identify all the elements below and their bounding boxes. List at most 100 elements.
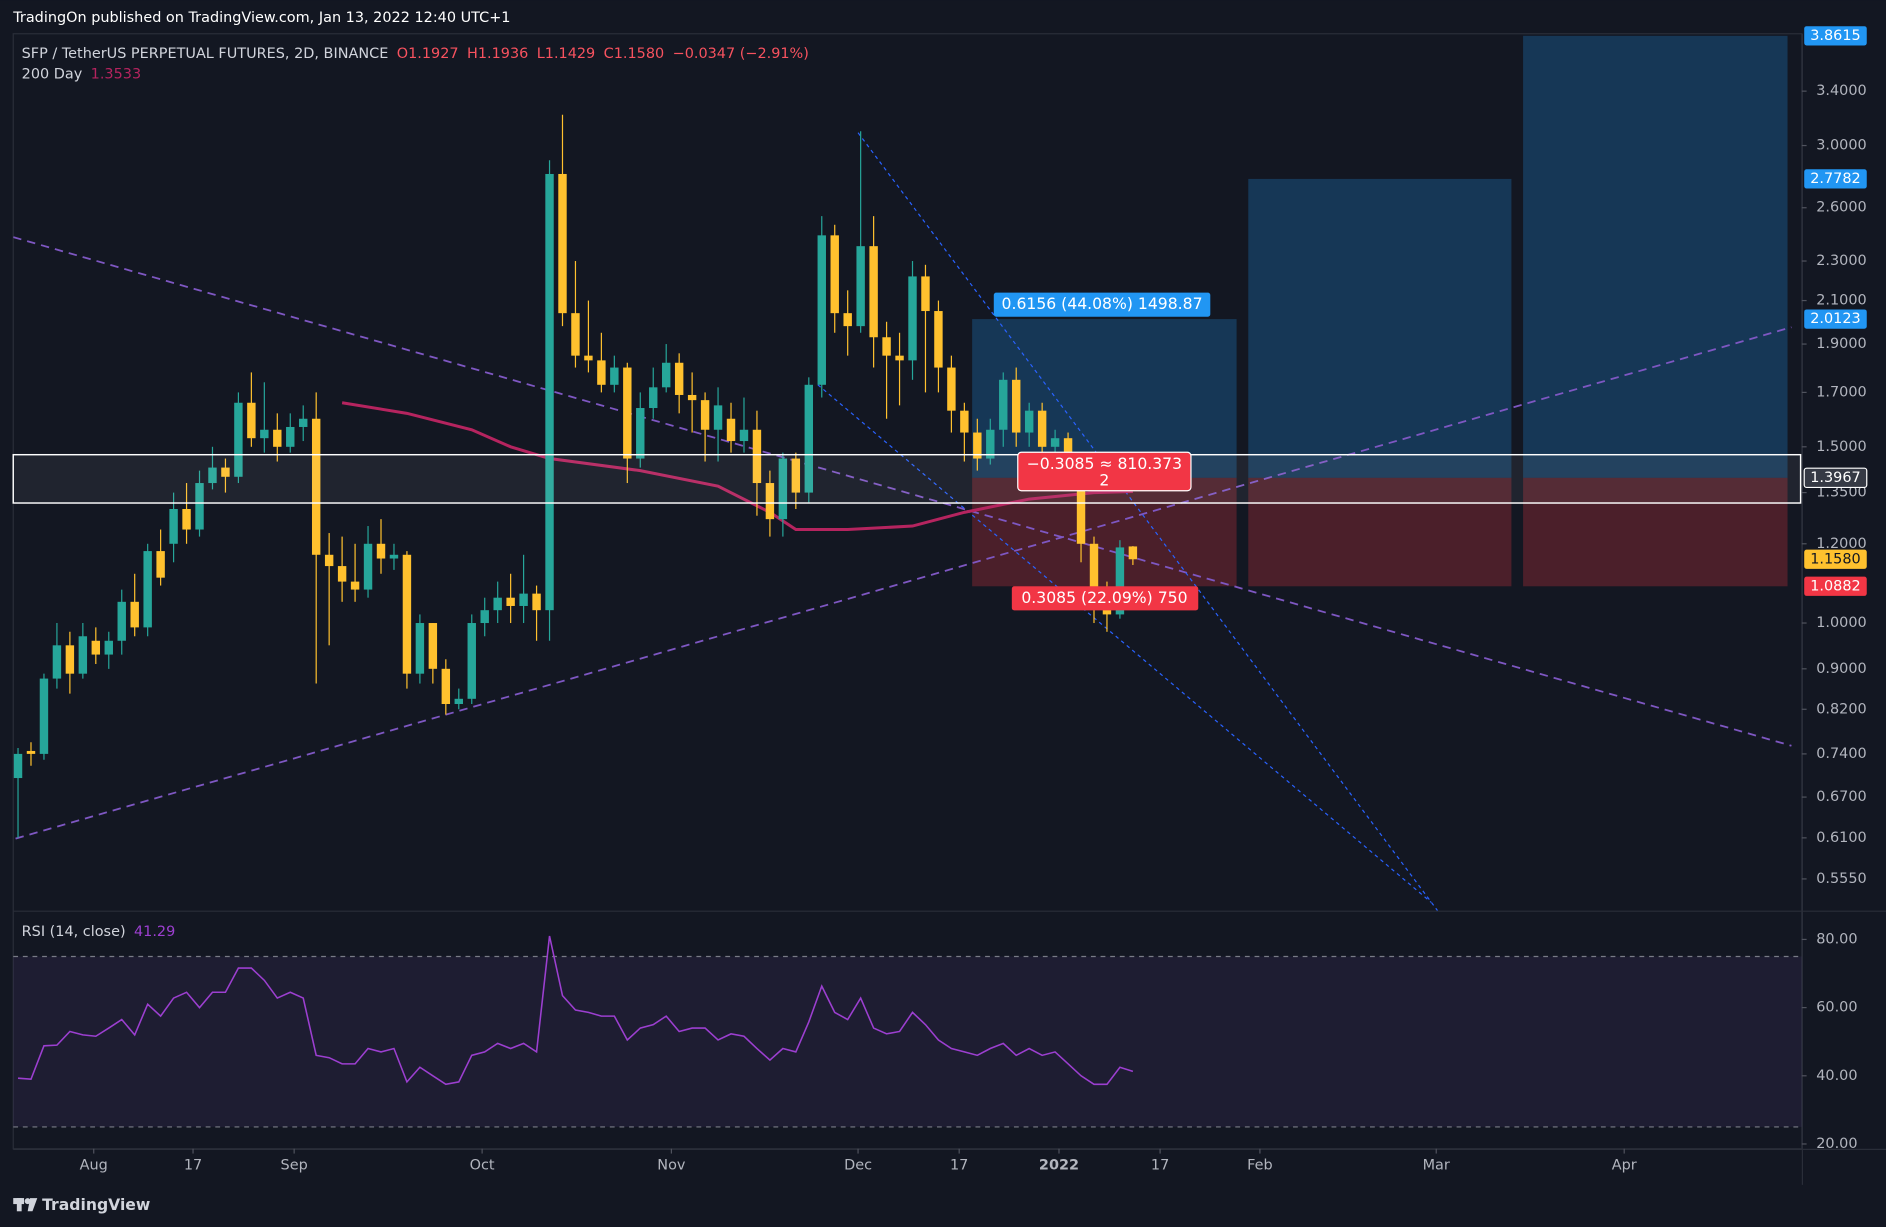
legend-ma: 200 Day 1.3533: [22, 67, 141, 83]
price-badge-label: 1.3967: [1810, 470, 1860, 486]
candle-body: [519, 593, 528, 606]
trend-line: [857, 132, 1439, 911]
candle-body: [921, 276, 930, 312]
candle-body: [324, 554, 334, 567]
candle-body: [1128, 546, 1138, 560]
target-label-box: [993, 292, 1211, 317]
candle-body: [674, 362, 684, 395]
candle-body: [273, 429, 282, 447]
candle-body: [234, 402, 243, 477]
candle-body: [156, 551, 165, 578]
price-badge-label: 3.8615: [1810, 28, 1860, 44]
candle-body: [739, 429, 749, 442]
y-tick-label: 1.5000: [1816, 439, 1866, 455]
candle-body: [986, 429, 995, 459]
candle-body: [1050, 438, 1060, 447]
candle-body: [1012, 379, 1021, 433]
candle-body: [260, 429, 269, 439]
candle-body: [78, 636, 88, 674]
candle-body: [713, 405, 723, 430]
rsi-y-tick-label: 80.00: [1816, 931, 1857, 947]
x-tick-label: 17: [1151, 1158, 1169, 1174]
candle-body: [908, 276, 917, 361]
candle-body: [337, 566, 347, 582]
rsi-legend: RSI (14, close) 41.29: [22, 924, 176, 940]
y-tick-label: 2.6000: [1816, 200, 1866, 216]
candle-body: [571, 313, 580, 356]
legend-ohlc: L1.1429: [537, 46, 596, 62]
candle-body: [65, 645, 75, 674]
layers: 3.4000 3.0000 2.6000 2.3000 2.1000 1.9000 1.70…: [12, 26, 1868, 1174]
price-badge: [1804, 26, 1867, 46]
candle-body: [389, 554, 399, 559]
x-tick-label: Oct: [470, 1158, 495, 1174]
candle-body: [934, 311, 943, 368]
ma-name: 200 Day: [22, 67, 83, 83]
candle-body: [454, 698, 463, 705]
candle-body: [882, 337, 891, 356]
x-tick-label: Nov: [657, 1158, 686, 1174]
candle-body: [765, 483, 775, 520]
candle-body: [895, 355, 904, 361]
trend-line: [13, 236, 1792, 747]
logo-part: [16, 1198, 22, 1212]
candle-body: [428, 623, 438, 669]
legend-ohlc: C1.1580: [604, 46, 665, 62]
zone-box: [12, 453, 1802, 504]
candle-body: [869, 246, 878, 338]
candle-body: [480, 610, 489, 624]
rsi-title: RSI (14, close): [22, 924, 126, 940]
x-tick-label: Feb: [1247, 1158, 1273, 1174]
price-badge-label: 1.0882: [1810, 578, 1860, 594]
y-tick-label: 0.6100: [1816, 830, 1866, 846]
candle-body: [610, 367, 619, 385]
candle-body: [947, 367, 956, 411]
rsi-line: [17, 935, 1134, 1086]
candle-body: [467, 623, 476, 699]
candle-body: [286, 426, 295, 447]
plot-frame: [12, 33, 1803, 1150]
candle-body: [415, 623, 425, 674]
target-label: 0.6156 (44.08%) 1498.87: [1002, 294, 1203, 313]
stop-label-box: [1011, 586, 1199, 611]
legend-change: −0.0347 (−2.91%): [673, 46, 809, 62]
price-badge: [1804, 576, 1867, 596]
rsi-value: 41.29: [134, 924, 175, 940]
y-tick-label: 1.3500: [1816, 485, 1866, 501]
candle-body: [752, 429, 762, 484]
candle-body: [649, 387, 658, 409]
x-tick-label: Apr: [1612, 1158, 1637, 1174]
logo-part: [27, 1198, 38, 1212]
stop-zone: [1523, 477, 1788, 587]
candle-body: [1024, 410, 1034, 433]
price-badge: [1803, 467, 1868, 489]
candle-body: [130, 601, 139, 628]
candle-body: [778, 458, 788, 520]
rsi-y-tick-label: 60.00: [1816, 1000, 1857, 1016]
stop-zone: [1248, 477, 1512, 587]
trend-line: [15, 326, 1792, 840]
candle-body: [221, 467, 230, 477]
candle-body: [1076, 467, 1086, 544]
y-tick-label: 1.7000: [1816, 384, 1866, 400]
rsi-band-fill: [13, 956, 1802, 1127]
x-tick-label: 17: [950, 1158, 968, 1174]
candle-body: [700, 400, 710, 430]
candle-body: [687, 394, 697, 401]
legend-symbol: SFP / TetherUS PERPETUAL FUTURES, 2D, BI…: [22, 46, 389, 62]
pnl-label: −0.3085 ≈ 810.373: [1027, 454, 1182, 473]
candle-body: [856, 246, 865, 327]
rsi-y-tick-label: 20.00: [1816, 1136, 1857, 1152]
stop-zone: [972, 477, 1237, 587]
y-tick-label: 3.0000: [1816, 138, 1866, 154]
candle-body: [661, 362, 671, 388]
y-tick-label: 2.1000: [1816, 293, 1866, 309]
y-tick-label: 1.9000: [1816, 336, 1866, 352]
legend-ohlc: H1.1936: [467, 46, 528, 62]
candle-body: [804, 384, 814, 493]
price-badge-label: 2.0123: [1810, 311, 1860, 327]
price-badge: [1804, 549, 1867, 569]
y-tick-label: 0.8200: [1816, 701, 1866, 717]
rsi-y-tick-label: 40.00: [1816, 1068, 1857, 1084]
x-tick-label: Aug: [80, 1158, 108, 1174]
